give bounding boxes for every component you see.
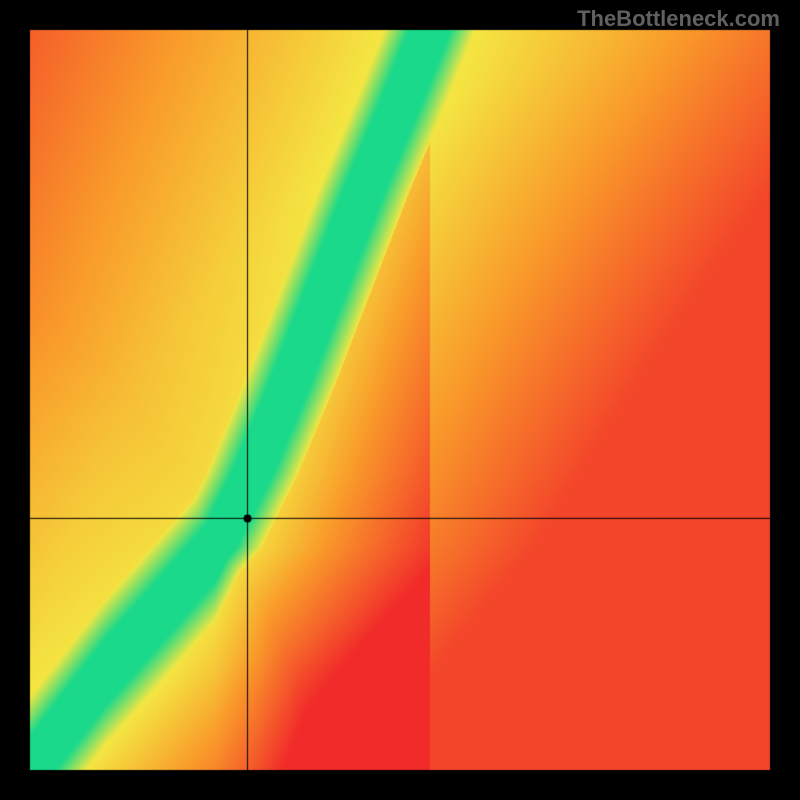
chart-container: TheBottleneck.com	[0, 0, 800, 800]
heatmap-canvas	[0, 0, 800, 800]
watermark-text: TheBottleneck.com	[577, 6, 780, 32]
